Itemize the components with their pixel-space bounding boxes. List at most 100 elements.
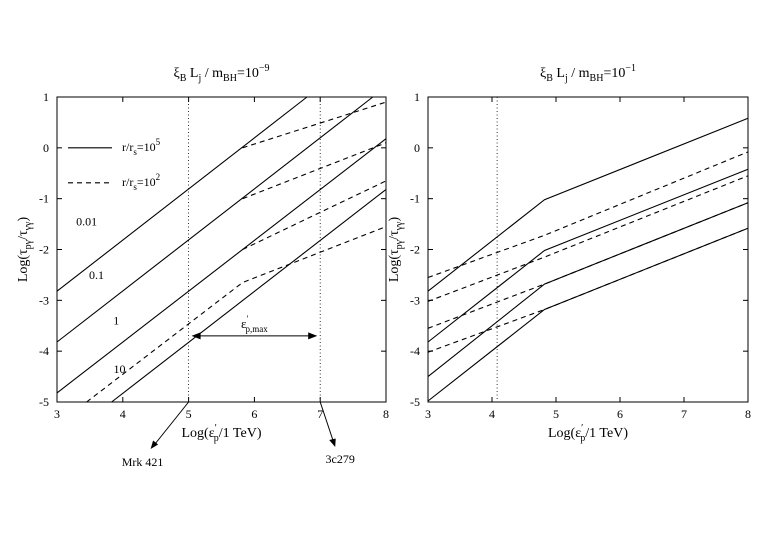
legend-eq: =10	[137, 175, 156, 189]
title-exp: −9	[259, 63, 270, 74]
y-tick-label: -5	[39, 395, 49, 409]
y-tick-label: -3	[39, 293, 49, 307]
xlabel-part: /1 TeV)	[585, 426, 628, 441]
y-tick-label: -5	[410, 395, 420, 409]
legend-sub: s	[133, 182, 137, 192]
x-tick-label: 8	[745, 407, 751, 421]
ylabel-part: )	[387, 217, 402, 222]
title-m: / m	[571, 66, 589, 81]
xlabel-part: Log(ε	[182, 426, 215, 441]
ylabel-part: Log(τ	[387, 249, 402, 282]
legend-exp: 5	[156, 137, 161, 147]
dashed-series-line	[242, 142, 387, 200]
range-label-prime: ′	[247, 314, 249, 324]
x-axis-label: Log(ε′ p/1 TeV)	[548, 423, 628, 444]
title-xi: ξ	[540, 66, 546, 81]
ylabel-part: )	[16, 217, 31, 222]
ylabel-sub: pγ	[23, 239, 34, 249]
dashed-series-line	[242, 101, 387, 149]
y-tick-label: -1	[410, 192, 420, 206]
y-tick-label: -1	[39, 192, 49, 206]
solid-series-line	[56, 96, 308, 292]
title-m: / m	[205, 66, 223, 81]
range-arrow-label: ε′ p,max	[241, 314, 268, 334]
title-L: L	[190, 66, 199, 81]
y-tick-label: -2	[39, 243, 49, 257]
y-tick-label: -4	[39, 344, 49, 358]
y-axis-label: Log(τpγ/τγγ)	[16, 217, 34, 283]
range-label-base: ε	[241, 316, 247, 331]
title-m-sub: BH	[590, 73, 604, 84]
title-L: L	[556, 66, 565, 81]
right-chart-panel: 3 4 5 6 7 8 -5 -4 -3 -2 -1 0 1 ξB Lj / mBH=10−1 Log(ε′…	[387, 63, 751, 444]
xlabel-sub: p	[580, 433, 585, 444]
xlabel-sub: p	[214, 433, 219, 444]
y-tick-label: -4	[410, 344, 420, 358]
dashed-series-line	[242, 180, 387, 250]
x-tick-label: 8	[383, 407, 389, 421]
plot-frame	[427, 96, 749, 403]
x-tick-label: 3	[425, 407, 431, 421]
title-exp: −1	[625, 63, 636, 74]
xlabel-prime: ′	[215, 423, 217, 434]
x-tick-label: 6	[617, 407, 623, 421]
curve-value-label: 10	[114, 362, 126, 376]
curve-value-label: 1	[113, 314, 119, 328]
x-axis-label: Log(ε′ p/1 TeV)	[182, 423, 262, 444]
curve-value-label: 0.1	[89, 268, 104, 282]
x-tick-label: 7	[681, 407, 687, 421]
title-xi: ξ	[174, 66, 180, 81]
y-tick-label: 1	[414, 90, 420, 104]
ylabel-sub: γγ	[394, 221, 405, 231]
source-arrow-line	[319, 401, 335, 445]
legend-label: r/rs=102	[122, 172, 160, 192]
title-L-sub: j	[197, 73, 201, 84]
title-eq: =10	[603, 66, 625, 81]
solid-series-line	[111, 189, 387, 403]
source-label-3c279: 3c279	[326, 452, 355, 466]
solid-series-line	[56, 96, 374, 343]
dashed-series-line	[427, 202, 749, 329]
legend-exp: 2	[156, 172, 161, 182]
xlabel-part: Log(ε	[548, 426, 581, 441]
legend-sub: s	[133, 147, 137, 157]
legend-label: r/rs=105	[122, 137, 161, 157]
dashed-series-line	[427, 227, 749, 353]
legend-base: r/r	[122, 140, 133, 154]
legend-base: r/r	[122, 175, 133, 189]
chart-title: ξB Lj / mBH=10−1	[540, 63, 636, 84]
ylabel-sub: γγ	[23, 221, 34, 231]
y-axis-label: Log(τpγ/τγγ)	[387, 217, 405, 283]
x-tick-label: 7	[317, 407, 323, 421]
range-arrowhead-right	[308, 332, 318, 340]
dashed-series-line	[86, 226, 387, 403]
solid-series-line	[427, 202, 749, 378]
dashed-series-line	[427, 151, 749, 279]
ylabel-sub: pγ	[394, 239, 405, 249]
y-tick-label: 0	[414, 141, 420, 155]
x-tick-label: 5	[553, 407, 559, 421]
y-tick-label: -2	[410, 243, 420, 257]
source-arrowhead	[329, 438, 336, 447]
chart-title: ξB Lj / mBH=10−9	[174, 63, 270, 84]
solid-series-line	[427, 168, 749, 343]
source-arrow-line	[152, 401, 189, 448]
x-tick-label: 4	[489, 407, 495, 421]
ylabel-part: /τ	[387, 230, 402, 240]
x-tick-label: 5	[186, 407, 192, 421]
title-xi-sub: B	[546, 73, 553, 84]
source-arrowhead	[150, 440, 159, 449]
title-eq: =10	[237, 66, 259, 81]
legend-eq: =10	[137, 140, 156, 154]
xlabel-prime: ′	[581, 423, 583, 434]
x-tick-label: 6	[251, 407, 257, 421]
x-tick-label: 4	[120, 407, 126, 421]
curve-value-label: 0.01	[76, 215, 97, 229]
xlabel-part: /1 TeV)	[219, 426, 262, 441]
source-label-mrk421: Mrk 421	[122, 455, 164, 469]
x-tick-label: 3	[54, 407, 60, 421]
solid-series-line	[427, 117, 749, 292]
range-arrowhead-left	[191, 332, 201, 340]
